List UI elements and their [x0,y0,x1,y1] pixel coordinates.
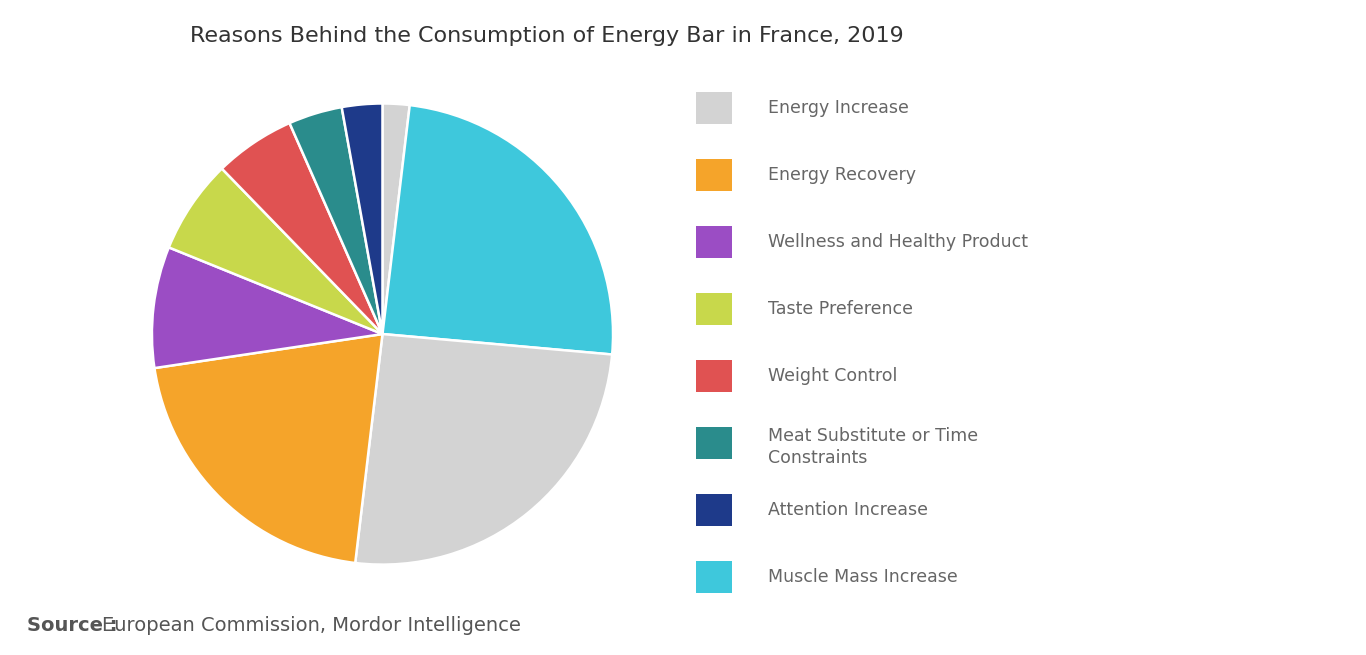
Text: Muscle Mass Increase: Muscle Mass Increase [768,569,958,586]
Wedge shape [169,168,382,334]
Text: European Commission, Mordor Intelligence: European Commission, Mordor Intelligence [102,616,522,635]
FancyBboxPatch shape [697,159,732,191]
Wedge shape [290,107,382,334]
Wedge shape [382,105,613,354]
FancyBboxPatch shape [697,227,732,258]
Wedge shape [152,248,382,368]
FancyBboxPatch shape [697,427,732,459]
Wedge shape [221,123,382,334]
Text: Energy Increase: Energy Increase [768,99,910,117]
Wedge shape [382,103,410,334]
Text: Attention Increase: Attention Increase [768,501,929,519]
Text: Constraints: Constraints [768,449,867,466]
Wedge shape [355,334,612,565]
Text: Wellness and Healthy Product: Wellness and Healthy Product [768,233,1029,251]
Wedge shape [342,103,382,334]
Wedge shape [154,334,382,563]
FancyBboxPatch shape [697,92,732,124]
Text: Reasons Behind the Consumption of Energy Bar in France, 2019: Reasons Behind the Consumption of Energy… [190,26,903,47]
Text: Meat Substitute or Time: Meat Substitute or Time [768,427,978,445]
Text: Taste Preference: Taste Preference [768,300,914,318]
FancyBboxPatch shape [697,495,732,526]
FancyBboxPatch shape [697,293,732,325]
FancyBboxPatch shape [697,561,732,593]
Text: Weight Control: Weight Control [768,367,897,385]
FancyBboxPatch shape [697,360,732,392]
Text: Energy Recovery: Energy Recovery [768,166,917,184]
Text: Source :: Source : [27,616,117,635]
